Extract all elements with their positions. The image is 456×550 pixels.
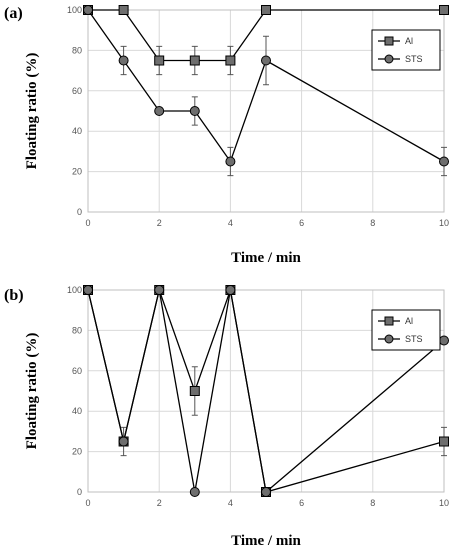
data-point-sts	[225, 285, 236, 295]
data-point-al	[261, 5, 271, 15]
x-axis-label: Time / min	[231, 533, 301, 549]
data-point-sts	[439, 335, 449, 346]
x-tick-label: 0	[85, 498, 90, 508]
panel-label: (a)	[4, 5, 23, 22]
x-tick-label: 6	[299, 498, 304, 508]
panel-label: (b)	[4, 287, 24, 304]
y-tick-label: 40	[72, 406, 82, 416]
data-point-sts	[83, 5, 93, 15]
y-axis-label: Floating ratio (%)	[24, 53, 40, 170]
legend-marker-circle	[384, 334, 394, 344]
y-tick-label: 20	[72, 167, 82, 177]
data-point-sts	[118, 55, 129, 66]
x-tick-label: 2	[157, 218, 162, 228]
x-tick-label: 8	[370, 498, 375, 508]
data-point-sts	[154, 106, 165, 116]
y-tick-label: 100	[67, 5, 82, 15]
data-point-sts	[189, 106, 200, 116]
x-tick-label: 0	[85, 218, 90, 228]
x-tick-label: 8	[370, 218, 375, 228]
chart-panel-a: 0 20 40 60 80 100 0 2 4 6 8 10 Time / min Floating ra…	[4, 5, 449, 266]
y-tick-label: 0	[77, 207, 82, 217]
legend-label: Al	[405, 36, 413, 46]
data-point-sts	[189, 487, 200, 497]
data-point-al	[189, 55, 200, 66]
data-point-sts	[225, 156, 236, 167]
x-tick-label: 2	[157, 498, 162, 508]
legend-label: STS	[405, 54, 423, 64]
data-point-sts	[261, 55, 271, 66]
legend-label: STS	[405, 334, 423, 344]
data-point-sts	[439, 156, 449, 167]
y-tick-label: 100	[67, 285, 82, 295]
legend-box	[371, 309, 441, 351]
data-point-sts	[261, 487, 271, 497]
legend-marker-circle	[384, 54, 394, 64]
y-tick-label: 40	[72, 126, 82, 136]
legend-label: Al	[405, 316, 413, 326]
x-tick-label: 4	[228, 498, 233, 508]
x-tick-label: 4	[228, 218, 233, 228]
x-axis-label: Time / min	[231, 250, 301, 266]
y-tick-label: 60	[72, 86, 82, 96]
data-point-sts	[118, 436, 129, 447]
data-point-sts	[83, 285, 93, 295]
x-tick-label: 6	[299, 218, 304, 228]
data-point-al	[225, 55, 236, 66]
y-tick-label: 20	[72, 447, 82, 457]
legend-box	[371, 29, 441, 71]
data-point-sts	[154, 285, 165, 295]
data-point-al	[189, 386, 200, 396]
data-point-al	[154, 55, 165, 66]
legend-marker-square	[384, 316, 394, 326]
data-point-al	[118, 5, 129, 15]
y-tick-label: 80	[72, 325, 82, 335]
x-tick-label: 10	[439, 218, 449, 228]
data-point-al	[439, 5, 449, 15]
y-tick-label: 80	[72, 45, 82, 55]
chart-panel-b: 0 20 40 60 80 100 0 2 4 6 8 10 Time / min Floating ra…	[4, 285, 449, 549]
y-axis-label: Floating ratio (%)	[24, 333, 40, 450]
x-tick-label: 10	[439, 498, 449, 508]
data-point-al	[439, 436, 449, 447]
legend-marker-square	[384, 36, 394, 46]
y-tick-label: 0	[77, 487, 82, 497]
y-tick-label: 60	[72, 366, 82, 376]
